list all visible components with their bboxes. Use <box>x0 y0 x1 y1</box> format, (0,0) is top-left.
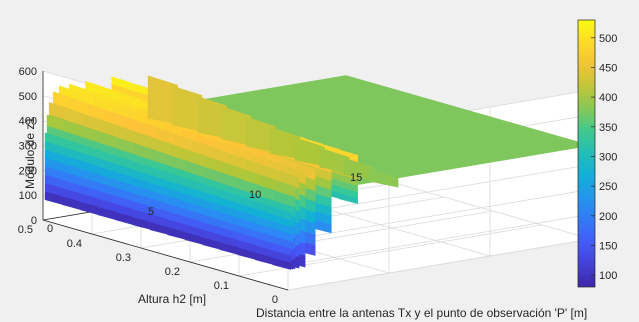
z-tick-label: 200 <box>19 165 37 177</box>
surface-plot <box>44 75 592 270</box>
colorbar-tick-label: 100 <box>599 270 617 282</box>
colorbar-tick-label: 300 <box>599 152 617 164</box>
y-tick-label: 0.5 <box>18 224 33 236</box>
x-tick-label: 5 <box>148 206 154 218</box>
colorbar-tick-label: 150 <box>599 241 617 253</box>
colorbar-tick-label: 250 <box>599 181 617 193</box>
colorbar-tick-label: 500 <box>599 33 617 45</box>
colorbar-tick-label: 350 <box>599 122 617 134</box>
colorbar: 100 150 200 250 300 350 400 450 500 <box>577 19 617 288</box>
z-tick-label: 100 <box>19 190 37 202</box>
z-tick-label: 0 <box>31 215 37 227</box>
y-axis-label: Altura h2 [m] <box>138 292 206 306</box>
x-tick-label: 0 <box>47 223 53 235</box>
colorbar-ticks: 100 150 200 250 300 350 400 450 500 <box>591 33 617 282</box>
colorbar-tick-label: 450 <box>599 63 617 75</box>
colorbar-tick-label: 200 <box>599 211 617 223</box>
ridge <box>44 132 292 270</box>
spike-sheet <box>147 75 399 188</box>
z-tick-label: 600 <box>19 66 37 78</box>
x-tick-label: 10 <box>249 189 261 201</box>
y-tick-label: 0.2 <box>165 266 180 278</box>
y-tick-label: 0.3 <box>116 252 131 264</box>
z-tick-label: 300 <box>19 141 37 153</box>
y-tick-label: 0 <box>272 294 278 306</box>
y-tick-label: 0.1 <box>214 280 229 292</box>
z-tick-label: 500 <box>19 91 37 103</box>
z-axis-label: Módulo de z1 <box>23 117 37 189</box>
y-tick-label: 0.4 <box>67 238 82 250</box>
x-tick-label: 15 <box>350 172 362 184</box>
colorbar-tick-label: 400 <box>599 92 617 104</box>
y-axis-line <box>42 219 289 291</box>
z-tick-label: 400 <box>19 116 37 128</box>
x-axis-label: Distancia entre la antenas Tx y el punto… <box>256 306 587 320</box>
colorbar-gradient <box>577 19 596 288</box>
